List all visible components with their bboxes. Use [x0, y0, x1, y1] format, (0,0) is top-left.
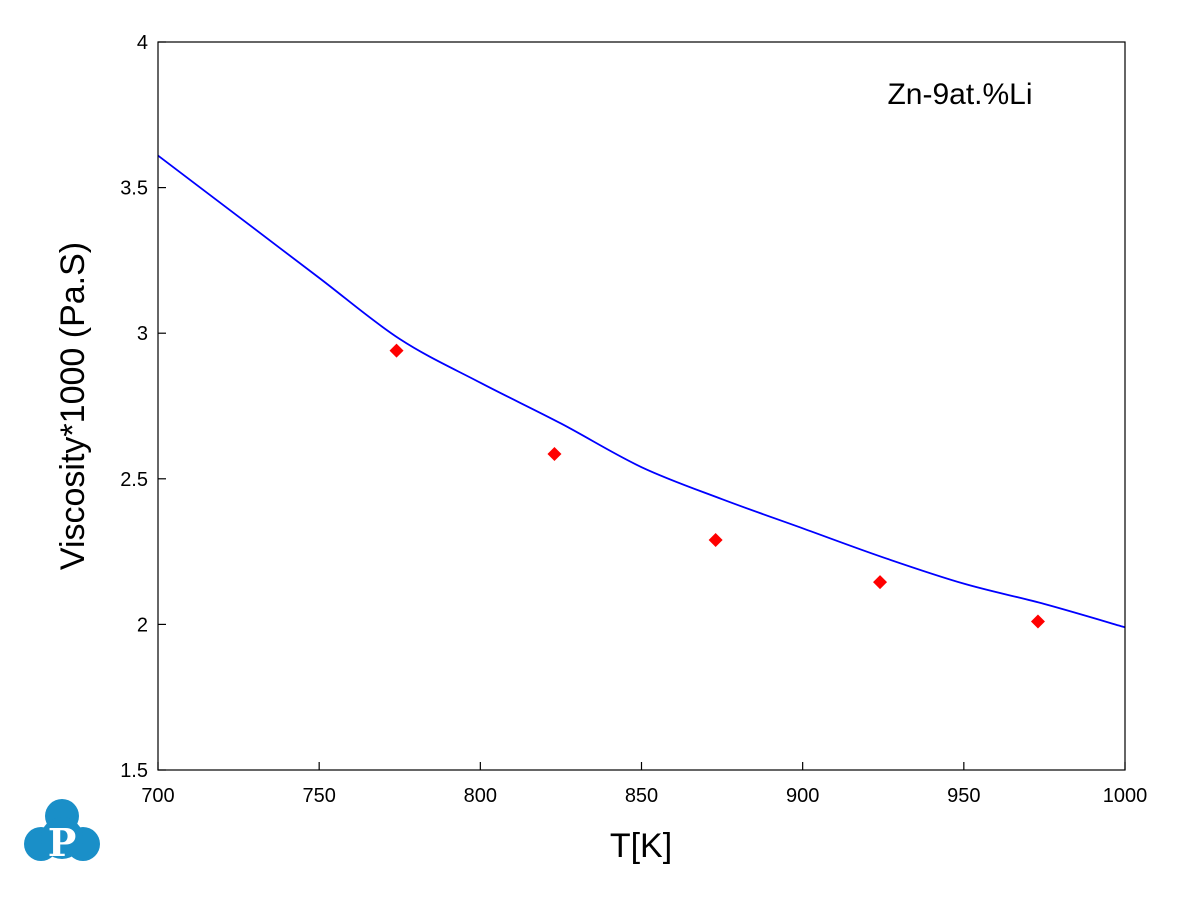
data-point-diamond [873, 575, 888, 590]
data-point-diamond [389, 343, 404, 358]
logo-cloud-shape [24, 799, 100, 861]
x-axis-title: T[K] [610, 827, 672, 865]
data-point-diamond [1030, 614, 1045, 629]
logo-icon: P [24, 799, 100, 865]
x-tick-label: 900 [786, 785, 819, 807]
data-point-diamond [708, 532, 723, 547]
annotation-label: Zn-9at.%Li [887, 78, 1032, 111]
y-tick-label: 3.5 [120, 178, 148, 200]
x-tick-label: 950 [947, 785, 980, 807]
marks-layer [157, 154, 1126, 629]
y-tick-label: 2.5 [120, 469, 148, 491]
x-tick-label: 750 [302, 785, 335, 807]
plot-area-frame [157, 41, 1126, 771]
x-tick-label: 850 [625, 785, 658, 807]
data-point-diamond [547, 447, 562, 462]
y-axis-ticks: 1.5 2 2.5 3 3.5 4 [120, 32, 166, 782]
logo-letter: P [48, 820, 77, 865]
x-axis-ticks: 700 750 800 850 900 950 1000 [141, 762, 1147, 807]
y-tick-label: 3 [137, 323, 148, 345]
x-tick-label: 800 [464, 785, 497, 807]
model-curve-line [157, 154, 1126, 629]
y-tick-label: 1.5 [120, 760, 148, 782]
y-tick-label: 4 [137, 32, 148, 54]
x-tick-label: 1000 [1103, 785, 1148, 807]
y-tick-label: 2 [137, 614, 148, 636]
y-axis-title: Viscosity*1000 (Pa.S) [54, 242, 92, 570]
x-tick-label: 700 [141, 785, 174, 807]
